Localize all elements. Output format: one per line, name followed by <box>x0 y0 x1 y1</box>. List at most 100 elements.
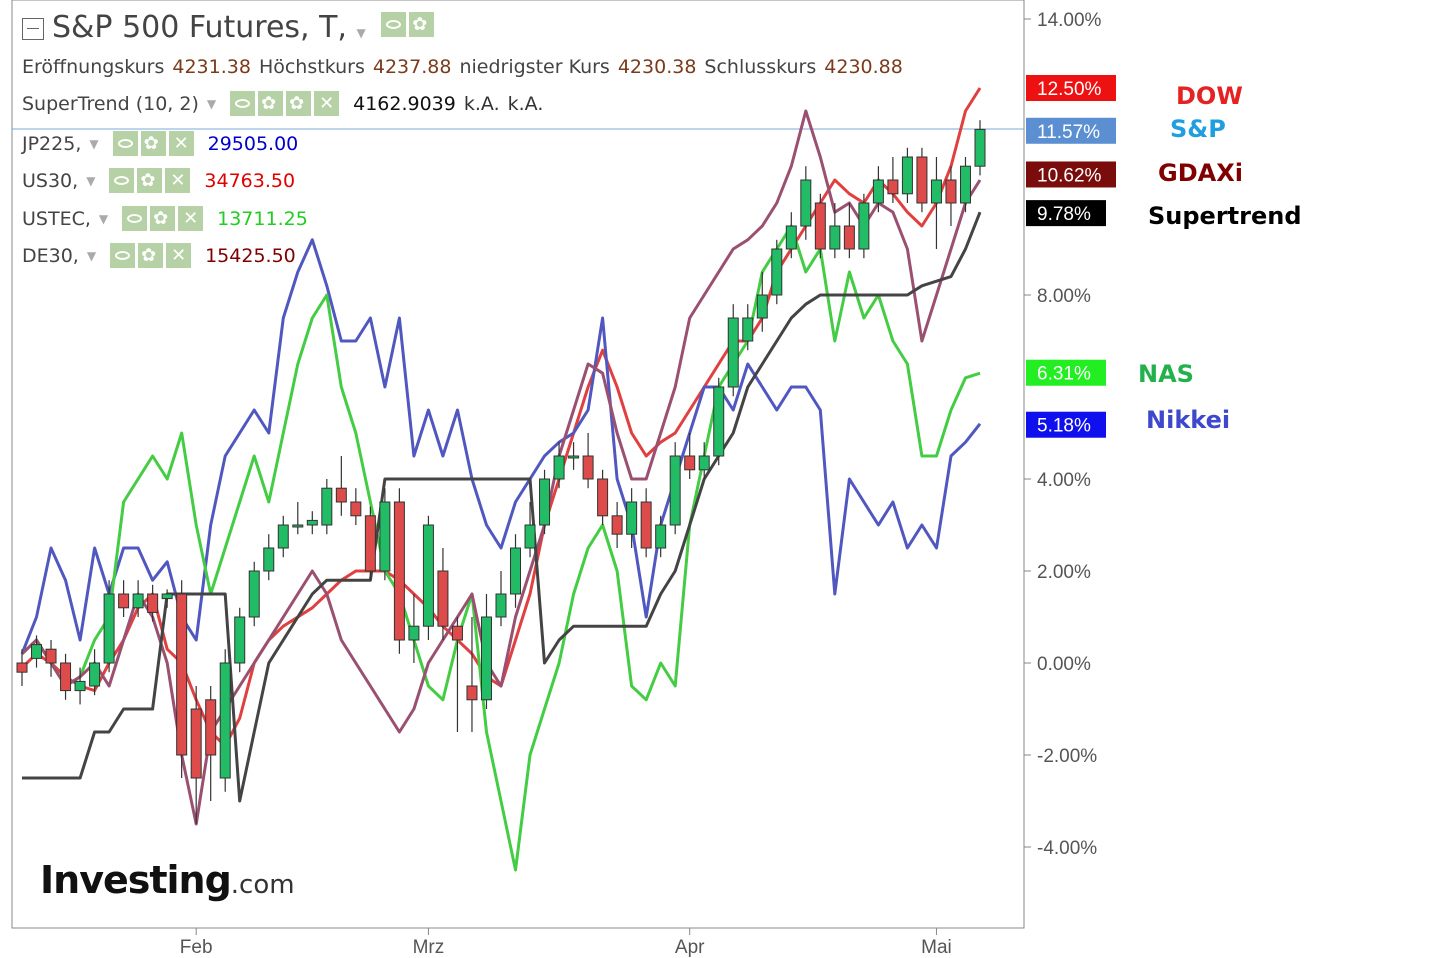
side-label: Nikkei <box>1146 406 1231 434</box>
low-label: niedrigster Kurs <box>459 56 610 78</box>
open-value: 4231.38 <box>172 56 251 78</box>
overlay-tools <box>112 131 194 156</box>
supertrend-na-1: k.A. <box>463 92 500 115</box>
y-tick-label: 0.00% <box>1037 654 1091 675</box>
candle <box>553 442 565 489</box>
eye-icon[interactable] <box>112 131 138 156</box>
x-axis: Feb Mrz Apr Mai <box>180 928 952 958</box>
candle <box>887 157 899 203</box>
x-tick-label: Feb <box>180 937 213 958</box>
candle <box>597 469 609 525</box>
x-tick-label: Apr <box>675 937 705 958</box>
price-tag-label: 12.50% <box>1037 79 1102 100</box>
chevron-down-icon[interactable]: ▼ <box>89 136 99 151</box>
candle <box>161 589 173 608</box>
eye-icon[interactable] <box>381 12 407 37</box>
price-tag: 9.78% <box>1026 200 1106 227</box>
candle <box>626 488 638 548</box>
gear-icon[interactable] <box>409 12 435 37</box>
title-tools <box>381 12 435 37</box>
overlay-row: JP225, ▼ 29505.00 <box>22 131 298 156</box>
side-label: Supertrend <box>1148 202 1302 230</box>
candle <box>422 515 434 640</box>
candle <box>510 534 522 608</box>
y-tick-label: 14.00% <box>1037 10 1102 31</box>
price-tag-label: 11.57% <box>1037 122 1100 143</box>
y-tick-label: 8.00% <box>1037 286 1091 307</box>
gear-icon[interactable] <box>140 131 166 156</box>
close-icon[interactable] <box>165 168 191 193</box>
candle <box>292 502 304 535</box>
overlay-value: 15425.50 <box>205 244 296 267</box>
x-tick-label: Mai <box>921 937 952 958</box>
gear-icon[interactable] <box>138 243 164 268</box>
candle <box>306 511 318 535</box>
gear-icon[interactable] <box>286 91 312 116</box>
candle <box>771 239 783 305</box>
eye-icon[interactable] <box>122 206 148 231</box>
candle <box>930 157 942 249</box>
price-tags: 12.50% 11.57% 10.62% 9.78% 6.31% 5.18% <box>1026 75 1116 438</box>
close-icon[interactable] <box>178 206 204 231</box>
candle <box>756 272 768 332</box>
overlay-label: USTEC, <box>22 207 91 230</box>
chevron-down-icon[interactable]: ▼ <box>86 248 97 263</box>
close-icon[interactable] <box>166 243 192 268</box>
y-tick-label: -2.00% <box>1037 746 1097 767</box>
overlay-row: DE30, ▼ 15425.50 <box>22 243 296 268</box>
logo-suffix: .com <box>230 870 295 900</box>
candle <box>190 686 202 824</box>
chart-title: S&P 500 Futures, T, <box>52 10 347 45</box>
side-label: NAS <box>1138 360 1194 388</box>
chevron-down-icon[interactable]: ▼ <box>206 96 217 111</box>
supertrend-value: 4162.9039 <box>353 92 456 115</box>
x-tick-label: Mrz <box>413 937 445 958</box>
candle <box>945 166 957 226</box>
price-tag-label: 10.62% <box>1037 165 1102 186</box>
chevron-down-icon[interactable]: ▼ <box>356 26 366 40</box>
close-label: Schlusskurs <box>704 56 817 78</box>
chevron-down-icon[interactable]: ▼ <box>98 211 109 226</box>
price-tag: 11.57% <box>1026 117 1116 144</box>
close-value: 4230.88 <box>824 56 903 78</box>
candle <box>611 502 623 548</box>
gear-icon[interactable] <box>258 91 284 116</box>
supertrend-tools <box>230 91 340 116</box>
overlay-value: 34763.50 <box>204 169 296 192</box>
chart-title-row: S&P 500 Futures, T, ▼ <box>22 10 435 45</box>
supertrend-row: SuperTrend (10, 2) ▼ 4162.9039 k.A. k.A. <box>22 91 543 116</box>
candle <box>495 571 507 627</box>
low-value: 4230.38 <box>617 56 697 78</box>
candle <box>60 653 72 700</box>
chevron-down-icon[interactable]: ▼ <box>86 173 96 188</box>
candle <box>219 649 231 792</box>
candle <box>974 120 986 176</box>
price-tag: 10.62% <box>1026 161 1116 188</box>
price-tag: 6.31% <box>1026 359 1106 386</box>
collapse-icon[interactable] <box>22 17 44 40</box>
candle <box>829 203 841 259</box>
candle <box>640 488 652 558</box>
candle <box>539 469 551 535</box>
candle <box>843 203 855 259</box>
gear-icon[interactable] <box>137 168 163 193</box>
high-label: Höchstkurs <box>258 56 365 78</box>
supertrend-na-2: k.A. <box>507 92 544 115</box>
y-axis: 14.00% 8.00% 4.00% 2.00% 0.00% -2.00% -4.00% <box>1024 10 1102 859</box>
candle <box>858 193 870 259</box>
candle <box>727 304 739 397</box>
close-icon[interactable] <box>314 91 340 116</box>
candle <box>248 561 260 627</box>
side-label: GDAXi <box>1158 159 1243 187</box>
close-icon[interactable] <box>168 131 194 156</box>
eye-icon[interactable] <box>109 168 135 193</box>
gear-icon[interactable] <box>150 206 176 231</box>
candle <box>350 488 362 525</box>
logo-main: Investing <box>40 858 232 902</box>
candle <box>234 607 246 673</box>
overlay-value: 13711.25 <box>217 207 308 230</box>
eye-icon[interactable] <box>230 91 256 116</box>
candle <box>74 667 86 705</box>
candle <box>16 649 28 686</box>
eye-icon[interactable] <box>110 243 136 268</box>
